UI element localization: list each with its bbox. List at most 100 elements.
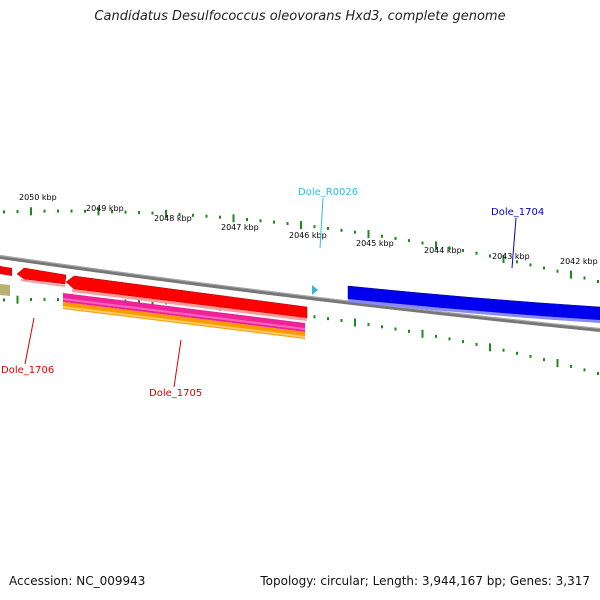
gene-arrow-dole-1704-shadow (348, 299, 600, 323)
ruler-label-2046: 2046 kbp (289, 231, 327, 240)
genome-title: Candidatus Desulfococcus oleovorans Hxd3… (94, 9, 506, 24)
outer-ruler-tick (408, 239, 410, 243)
inner-ruler-tick (502, 348, 505, 352)
inner-ruler-tick (340, 319, 343, 322)
outer-ruler-tick (475, 251, 478, 255)
outer-ruler (3, 207, 599, 283)
inner-ruler-tick (475, 342, 478, 346)
ruler-label-2047: 2047 kbp (221, 223, 259, 232)
accession-label: Accession: NC_009943 (9, 574, 146, 588)
outer-ruler-tick (43, 209, 46, 213)
gene-arrow-dole-1706-shadow (21, 279, 65, 287)
inner-ruler-tick (30, 298, 32, 301)
outer-ruler-tick (273, 220, 275, 224)
inner-ruler-tick (57, 298, 59, 301)
outer-ruler-tick (124, 210, 127, 214)
gene-label-dole-1706[interactable]: Dole_1706 (1, 365, 54, 376)
outer-ruler-tick (597, 280, 599, 283)
gene-arrow-red-large-shadow (72, 289, 307, 321)
inner-ruler-tick (489, 343, 491, 352)
gene-arrow-dole-1704[interactable] (347, 285, 600, 321)
gene-arrow-red-large[interactable] (65, 275, 308, 319)
outer-ruler-tick (165, 209, 167, 218)
outer-ruler-tick (246, 218, 248, 221)
inner-ruler-tick (516, 351, 518, 355)
inner-ruler-tick (151, 298, 154, 307)
outer-ruler-tick (259, 219, 262, 223)
inner-ruler-tick (462, 340, 464, 344)
inner-ruler-tick (138, 300, 140, 303)
inner-ruler-tick (529, 354, 532, 358)
ruler-label-2049: 2049 kbp (86, 204, 124, 213)
inner-ruler-tick (313, 315, 316, 319)
gene-arrow-dole-1706[interactable] (16, 267, 67, 285)
trna-dole-r0026[interactable] (312, 285, 318, 295)
inner-ruler-tick (435, 334, 437, 338)
outer-ruler-tick (435, 241, 437, 250)
cds-orange-highlight (63, 306, 305, 338)
gene-left-edge[interactable] (0, 266, 12, 276)
outer-ruler-tick (327, 227, 329, 230)
inner-ruler-tick (327, 317, 329, 321)
outer-ruler-tick (583, 276, 586, 280)
outer-ruler-tick (70, 209, 73, 213)
ruler-label-2042: 2042 kbp (560, 257, 598, 266)
outer-ruler-tick (232, 214, 235, 223)
genome-backbone (0, 255, 600, 332)
outer-ruler-tick (529, 263, 532, 267)
inner-ruler-tick (43, 297, 46, 301)
genome-backbone-highlight (0, 255, 600, 330)
inner-ruler-tick (354, 318, 356, 327)
outer-ruler-tick (448, 246, 451, 250)
outer-ruler-tick (502, 254, 505, 263)
inner-ruler-tick (570, 364, 572, 368)
ruler-label-2050: 2050 kbp (19, 193, 57, 202)
outer-ruler-tick (192, 213, 194, 217)
outer-ruler-tick (300, 221, 302, 230)
outer-ruler-tick (570, 270, 572, 279)
outer-ruler-tick (462, 249, 464, 252)
inner-ruler-tick (394, 327, 397, 331)
outer-ruler-tick (516, 260, 518, 264)
outer-ruler-tick (219, 215, 221, 219)
outer-ruler-tick (543, 266, 545, 270)
inner-ruler-tick (381, 325, 383, 329)
inner-ruler-tick (543, 358, 545, 362)
outer-ruler-tick (178, 213, 181, 216)
ruler-label-2045: 2045 kbp (356, 239, 394, 248)
gene-label-dole-1705[interactable]: Dole_1705 (149, 388, 202, 399)
outer-ruler-tick (3, 210, 5, 214)
inner-ruler-tick (597, 372, 599, 375)
gene-label-dole-r0026[interactable]: Dole_R0026 (298, 187, 358, 198)
inner-ruler-tick (448, 337, 451, 341)
outer-ruler-tick (489, 254, 491, 258)
inner-ruler-tick (16, 295, 19, 304)
outer-ruler-tick (354, 230, 356, 234)
outer-ruler-tick (313, 225, 316, 229)
inner-ruler-tick (367, 323, 370, 327)
outer-ruler-tick (286, 222, 289, 226)
gene-label-dole-1704[interactable]: Dole_1704 (491, 207, 544, 218)
outer-ruler-tick (30, 207, 32, 216)
leader-line-dole-1704 (511, 217, 517, 269)
ruler-label-2043: 2043 kbp (492, 252, 530, 261)
inner-ruler-tick (3, 298, 5, 302)
outer-ruler-tick (421, 241, 424, 245)
outer-ruler-tick (138, 211, 140, 215)
ruler-labels: 2050 kbp 2049 kbp 2048 kbp 2047 kbp 2046… (19, 193, 598, 266)
inner-ruler-tick (556, 359, 559, 367)
feature-olive[interactable] (0, 284, 10, 296)
inner-ruler-tick (421, 329, 424, 338)
genome-summary: Topology: circular; Length: 3,944,167 bp… (260, 574, 590, 588)
outer-ruler-tick (394, 236, 397, 240)
leader-line-dole-1705 (173, 339, 182, 388)
outer-ruler-tick (205, 214, 208, 218)
outer-ruler-tick (97, 207, 100, 216)
outer-ruler-tick (556, 269, 559, 273)
ruler-label-2048: 2048 kbp (154, 214, 192, 223)
inner-ruler-tick (583, 368, 586, 372)
outer-ruler-tick (367, 230, 370, 239)
outer-ruler-tick (151, 211, 154, 215)
